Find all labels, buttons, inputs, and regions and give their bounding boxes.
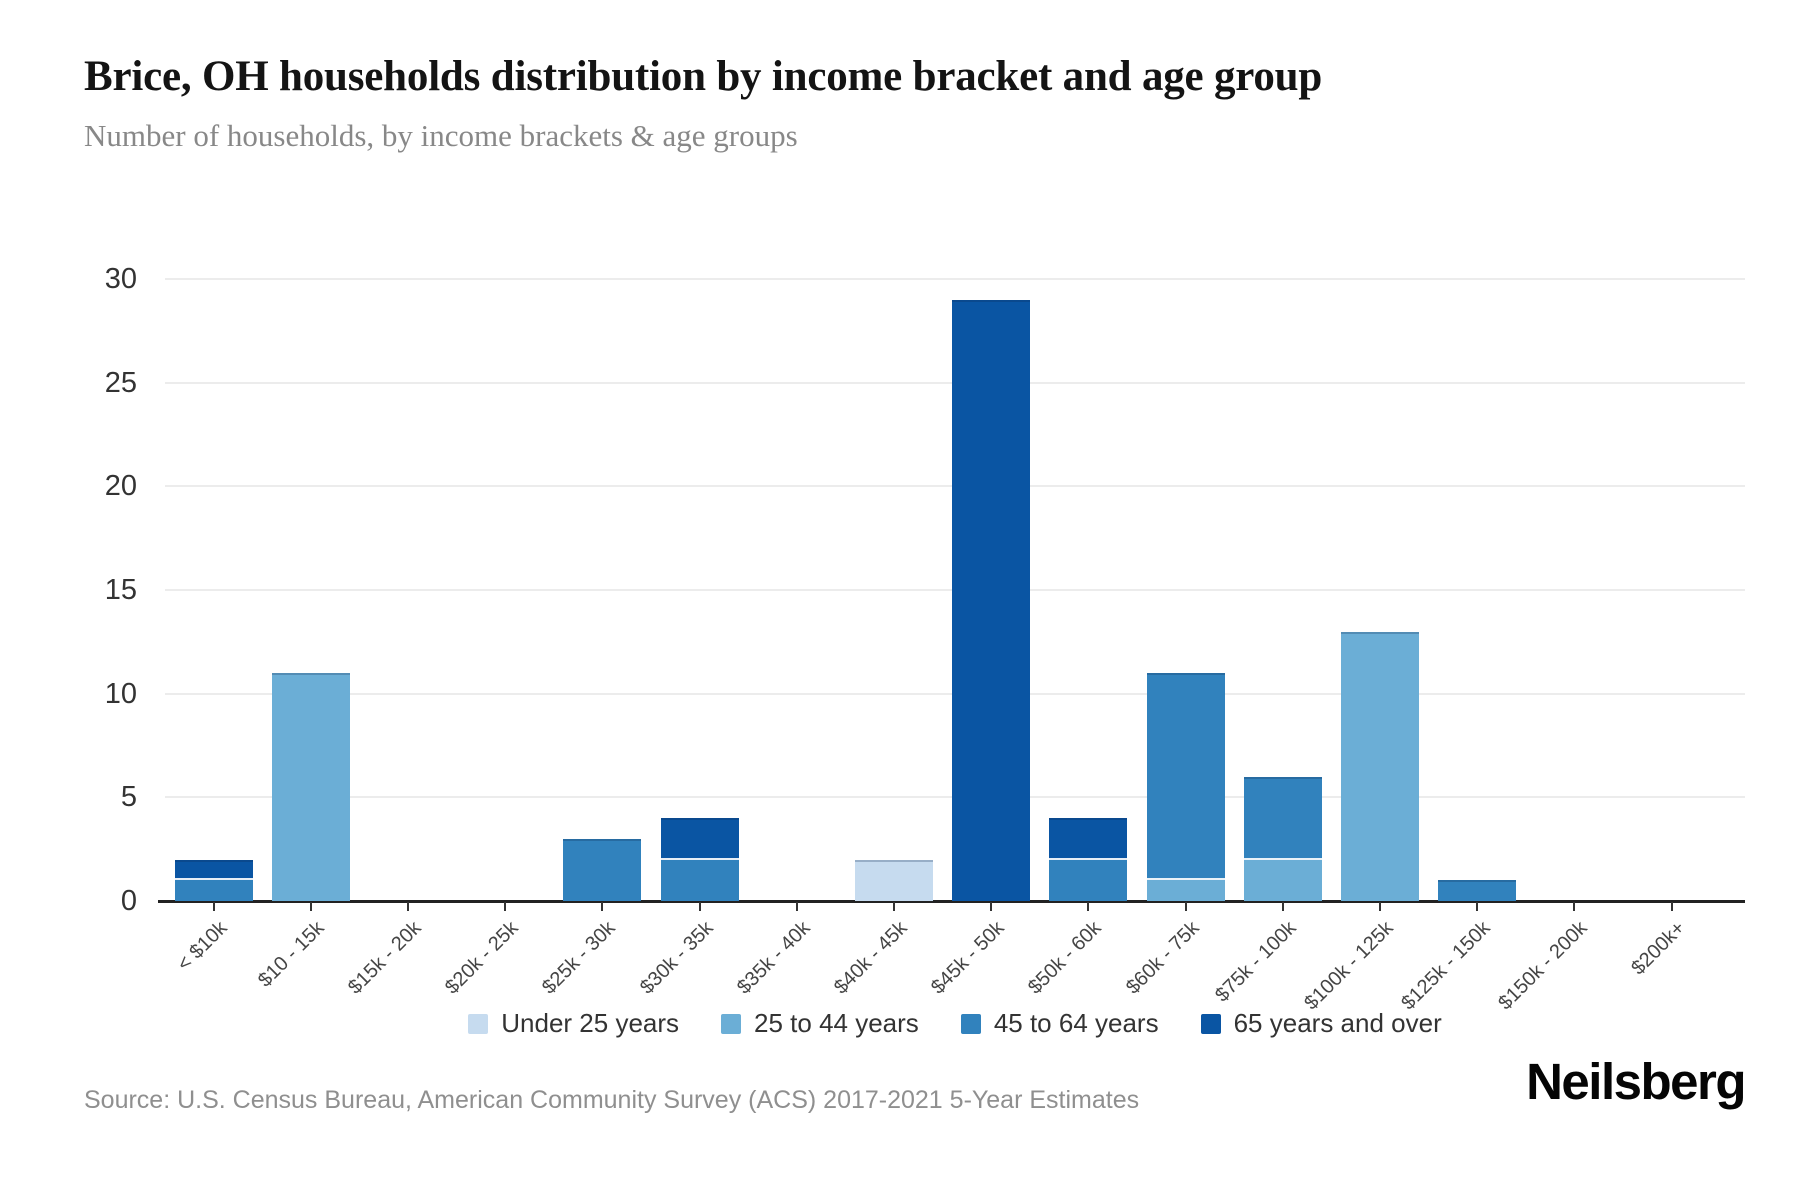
x-tick <box>407 902 409 911</box>
legend-label: 25 to 44 years <box>754 1008 919 1038</box>
bar-25k-30k[interactable] <box>563 221 642 901</box>
bar-segment[interactable] <box>1146 672 1225 881</box>
x-tick <box>893 902 895 911</box>
y-tick-label-20: 20 <box>104 470 137 503</box>
x-axis-label: $150k - 200k <box>1494 917 1592 1015</box>
legend-swatch <box>468 1013 489 1034</box>
bar-segment[interactable] <box>1341 631 1419 901</box>
x-axis-label: $50k - 60k <box>1024 917 1106 999</box>
x-tick <box>1184 902 1187 911</box>
chart-legend: Under 25 years 25 to 44 years 45 to 64 yea… <box>165 1008 1745 1039</box>
x-tick <box>698 902 701 911</box>
x-axis-label: $100k - 125k <box>1300 917 1398 1015</box>
x-tick <box>212 902 215 911</box>
x-axis-label: $25k - 30k <box>538 917 620 999</box>
bar-segment[interactable] <box>1049 818 1128 860</box>
legend-item-25-to-44-years[interactable]: 25 to 44 years <box>721 1008 919 1039</box>
x-axis-label: $35k - 40k <box>732 917 815 999</box>
bar-segment[interactable] <box>855 859 933 901</box>
bar-100k-125k[interactable] <box>1341 221 1419 901</box>
x-axis-label: $40k - 45k <box>829 917 912 999</box>
bar-segment[interactable] <box>174 859 253 881</box>
bar-75k-100k[interactable] <box>1243 221 1322 901</box>
x-tick <box>309 902 312 911</box>
bar-segment[interactable] <box>660 859 739 901</box>
bar-segment[interactable] <box>1243 776 1322 860</box>
x-axis-label: $15k - 20k <box>343 917 426 999</box>
bar-segment[interactable] <box>952 299 1031 901</box>
legend-swatch <box>960 1013 981 1034</box>
y-tick-label-0: 0 <box>120 885 137 917</box>
x-axis-label: $10 - 15k <box>253 917 329 992</box>
bar-segment[interactable] <box>563 838 642 901</box>
bar-40k-45k[interactable] <box>855 221 933 901</box>
x-axis-line <box>158 900 1745 903</box>
source-note: Source: U.S. Census Bureau, American Com… <box>84 1086 1140 1114</box>
bar-segment[interactable] <box>1049 859 1128 901</box>
x-axis-label: $125k - 150k <box>1397 917 1495 1015</box>
bar-60k-75k[interactable] <box>1146 221 1225 901</box>
x-tick <box>504 902 507 911</box>
x-tick <box>1281 902 1284 911</box>
bar-30k-35k[interactable] <box>660 221 739 901</box>
bar-segment[interactable] <box>1243 859 1322 901</box>
neilsberg-logo: Neilsberg <box>1526 1053 1746 1110</box>
bar-segment[interactable] <box>271 672 350 901</box>
bar-10-15k[interactable] <box>271 221 350 901</box>
y-tick-label-25: 25 <box>104 366 137 399</box>
x-tick <box>1379 902 1381 911</box>
legend-swatch <box>721 1013 742 1034</box>
bar-10k[interactable] <box>174 221 253 901</box>
legend-item-under-25-years[interactable]: Under 25 years <box>468 1008 679 1039</box>
x-axis-label: $75k - 100k <box>1210 917 1301 1007</box>
y-tick-label-30: 30 <box>104 263 137 296</box>
chart-subtitle: Number of households, by income brackets… <box>84 118 798 153</box>
legend-swatch <box>1200 1013 1221 1034</box>
chart-title: Brice, OH households distribution by inc… <box>84 53 1323 100</box>
x-axis-label: $45k - 50k <box>927 917 1009 999</box>
legend-item-65-years-and-over[interactable]: 65 years and over <box>1200 1008 1442 1039</box>
gridline-y-30 <box>165 278 1745 281</box>
x-tick <box>601 902 604 911</box>
x-tick <box>1573 902 1576 911</box>
x-axis-label: $200k+ <box>1626 917 1690 980</box>
x-axis-label: $20k - 25k <box>441 917 523 999</box>
y-tick-label-10: 10 <box>104 677 137 710</box>
x-tick <box>1087 902 1090 911</box>
bar-segment[interactable] <box>1146 880 1225 901</box>
x-tick <box>990 902 993 911</box>
x-tick <box>795 902 798 911</box>
bar-segment[interactable] <box>660 818 739 860</box>
legend-item-45-to-64-years[interactable]: 45 to 64 years <box>960 1008 1159 1039</box>
y-axis-labels: 0 5 10 15 20 25 30 <box>0 221 150 917</box>
bar-125k-150k[interactable] <box>1438 221 1517 901</box>
x-axis-label: < $10k <box>172 917 232 976</box>
bar-45k-50k[interactable] <box>952 221 1031 901</box>
y-tick-label-5: 5 <box>120 781 137 814</box>
legend-label: 65 years and over <box>1233 1008 1442 1038</box>
bar-segment[interactable] <box>174 880 253 901</box>
plot-area: < $10k $10 - 15k $15k - 20k $20k - 25k $25k … <box>158 221 1745 1014</box>
legend-label: 45 to 64 years <box>993 1008 1159 1038</box>
x-axis-label: $60k - 75k <box>1121 917 1204 999</box>
legend-label: Under 25 years <box>501 1008 680 1038</box>
x-tick <box>1670 902 1673 911</box>
x-axis-label: $30k - 35k <box>635 917 718 999</box>
bar-50k-60k[interactable] <box>1049 221 1128 901</box>
y-tick-label-15: 15 <box>104 574 137 607</box>
x-tick <box>1476 902 1479 911</box>
bar-segment[interactable] <box>1438 880 1517 901</box>
